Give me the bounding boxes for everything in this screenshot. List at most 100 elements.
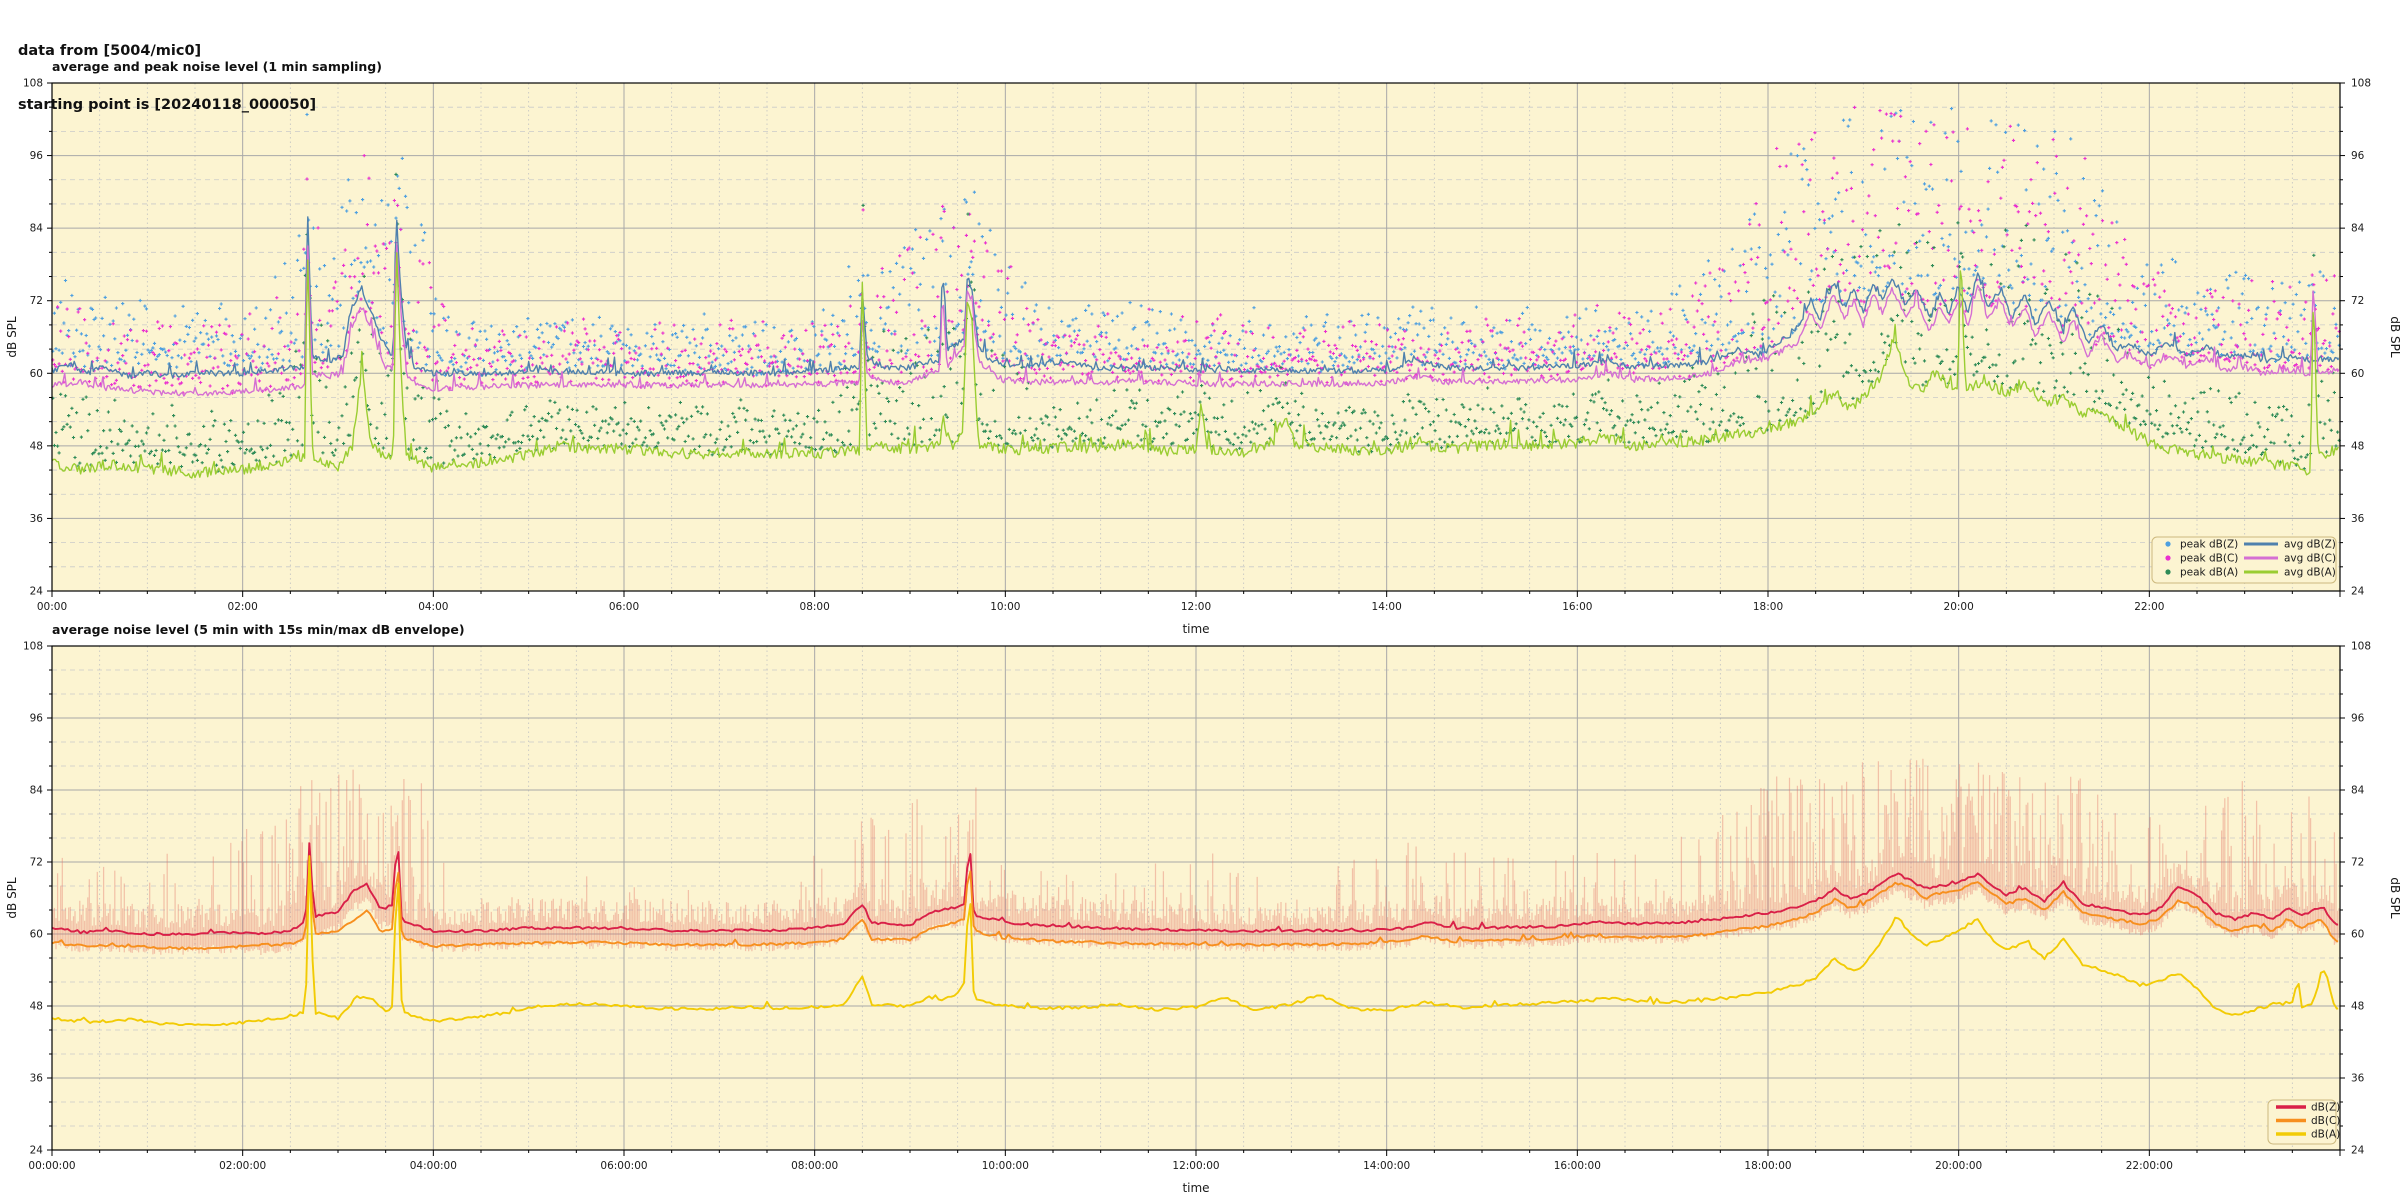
svg-text:24: 24 (30, 586, 44, 598)
panel1-line-avg-db(a) (51, 252, 2339, 479)
panel2-title: average noise level (5 min with 15s min/… (52, 622, 465, 637)
panel2-ylabel-right: dB SPL (2388, 877, 2400, 919)
panel1-line-avg-db(c) (51, 244, 2339, 397)
svg-text:04:00: 04:00 (418, 601, 448, 613)
panel2-x-ticklabels: 00:00:00 02:00:00 04:00:00 06:00:00 08:00:00… (28, 1160, 2173, 1172)
svg-text:02:00: 02:00 (228, 601, 258, 613)
header-line1: data from [5004/mic0] (18, 43, 202, 59)
svg-text:72: 72 (2351, 857, 2364, 869)
svg-text:108: 108 (2351, 78, 2371, 90)
panel2-legend: dB(Z)dB(C) dB(A) (2267, 1099, 2340, 1145)
svg-text:00:00:00: 00:00:00 (28, 1160, 75, 1172)
panel1-scatter-peakdb(z) (51, 107, 2341, 377)
panel1-lines (51, 216, 2339, 479)
svg-text:48: 48 (30, 440, 43, 452)
svg-text:96: 96 (30, 150, 44, 162)
svg-text:72: 72 (30, 295, 43, 307)
svg-text:06:00: 06:00 (609, 601, 639, 613)
svg-text:72: 72 (2351, 295, 2364, 307)
panel2-ylabel-left: dB SPL (5, 877, 19, 919)
svg-text:84: 84 (30, 785, 44, 797)
panel2-line-dbc (51, 860, 2339, 951)
svg-text:36: 36 (30, 1073, 44, 1085)
svg-text:12:00:00: 12:00:00 (1172, 1160, 1219, 1172)
svg-text:48: 48 (2351, 1001, 2364, 1013)
svg-text:108: 108 (23, 78, 43, 90)
svg-text:24: 24 (2351, 1145, 2365, 1157)
panel1-y-ticklabels: 24 24 36 36 48 48 60 60 72 72 84 84 96 96 108 108 (23, 78, 2371, 598)
svg-text:60: 60 (30, 929, 43, 941)
legend-marker-peak-dB(C) (2165, 555, 2171, 561)
panel1-ticks (47, 82, 2345, 597)
svg-text:72: 72 (30, 857, 43, 869)
panel2-lines (51, 842, 2339, 1027)
panel2-line-dbz (51, 842, 2339, 937)
panel1-xlabel: time (1182, 622, 1209, 636)
panel2-grid-major (52, 646, 2340, 1150)
panel1-legend: peak dB(Z) peak dB(C) peak dB(A) avg dB(Z) a… (2151, 536, 2337, 584)
svg-text:dB(A): dB(A) (2311, 1129, 2340, 1141)
svg-text:60: 60 (30, 368, 43, 380)
svg-text:96: 96 (2351, 713, 2365, 725)
svg-text:16:00: 16:00 (1562, 601, 1592, 613)
svg-text:avg dB(Z): avg dB(Z) (2284, 539, 2336, 551)
svg-text:12:00: 12:00 (1181, 601, 1211, 613)
legend-marker-peak-dB(A) (2165, 569, 2171, 575)
svg-text:36: 36 (2351, 513, 2365, 525)
svg-text:48: 48 (30, 1001, 43, 1013)
svg-text:84: 84 (30, 223, 44, 235)
svg-text:peak dB(C): peak dB(C) (2180, 553, 2238, 565)
svg-text:84: 84 (2351, 785, 2365, 797)
svg-text:20:00:00: 20:00:00 (1935, 1160, 1982, 1172)
panel1-ylabel-left: dB SPL (5, 316, 19, 358)
svg-text:10:00: 10:00 (990, 601, 1020, 613)
svg-text:02:00:00: 02:00:00 (219, 1160, 266, 1172)
legend-marker-peak-dB(Z) (2165, 541, 2171, 547)
panel1-line-avg-db(z) (51, 216, 2339, 380)
svg-text:96: 96 (2351, 150, 2365, 162)
svg-text:36: 36 (30, 513, 44, 525)
svg-text:48: 48 (2351, 440, 2364, 452)
svg-text:36: 36 (2351, 1073, 2365, 1085)
svg-text:22:00: 22:00 (2134, 601, 2164, 613)
panel2-line-dba (51, 855, 2339, 1027)
svg-text:dB(C): dB(C) (2311, 1115, 2340, 1127)
header: data from [5004/mic0] starting point is … (18, 6, 316, 150)
svg-text:peak dB(A): peak dB(A) (2180, 567, 2238, 579)
svg-text:96: 96 (30, 713, 44, 725)
svg-text:22:00:00: 22:00:00 (2126, 1160, 2173, 1172)
svg-text:60: 60 (2351, 368, 2364, 380)
svg-text:60: 60 (2351, 929, 2364, 941)
panel2-y-ticklabels: 24 24 36 36 48 48 60 60 72 72 84 84 96 96 108 108 (23, 641, 2371, 1157)
svg-text:04:00:00: 04:00:00 (410, 1160, 457, 1172)
svg-text:14:00:00: 14:00:00 (1363, 1160, 1410, 1172)
svg-text:84: 84 (2351, 223, 2365, 235)
svg-text:avg dB(A): avg dB(A) (2284, 567, 2336, 579)
svg-text:18:00:00: 18:00:00 (1744, 1160, 1791, 1172)
svg-text:16:00:00: 16:00:00 (1554, 1160, 1601, 1172)
svg-text:08:00: 08:00 (800, 601, 830, 613)
svg-text:108: 108 (2351, 641, 2371, 653)
svg-text:peak dB(Z): peak dB(Z) (2180, 539, 2238, 551)
panel2-frame: 00:00:00 02:00:00 04:00:00 06:00:00 08:00:00… (5, 641, 2400, 1196)
panel1-ylabel-right: dB SPL (2388, 316, 2400, 358)
svg-text:24: 24 (30, 1145, 44, 1157)
panel1-frame: 00:00 02:00 04:00 06:00 08:00 10:00 12:00 14:00… (5, 78, 2400, 637)
svg-text:08:00:00: 08:00:00 (791, 1160, 838, 1172)
svg-text:20:00: 20:00 (1944, 601, 1974, 613)
svg-text:avg dB(C): avg dB(C) (2284, 553, 2336, 565)
header-line2: starting point is [20240118_000050] (18, 97, 317, 113)
panel2-axes (52, 646, 2340, 1150)
panel2-ticks (47, 645, 2345, 1156)
panel1-title: average and peak noise level (1 min samp… (52, 59, 382, 74)
svg-text:24: 24 (2351, 586, 2365, 598)
svg-text:00:00: 00:00 (37, 601, 67, 613)
panel2-xlabel: time (1182, 1181, 1209, 1195)
svg-text:108: 108 (23, 641, 43, 653)
svg-text:06:00:00: 06:00:00 (600, 1160, 647, 1172)
svg-text:dB(Z): dB(Z) (2311, 1102, 2340, 1114)
svg-text:10:00:00: 10:00:00 (982, 1160, 1029, 1172)
svg-text:14:00: 14:00 (1372, 601, 1402, 613)
